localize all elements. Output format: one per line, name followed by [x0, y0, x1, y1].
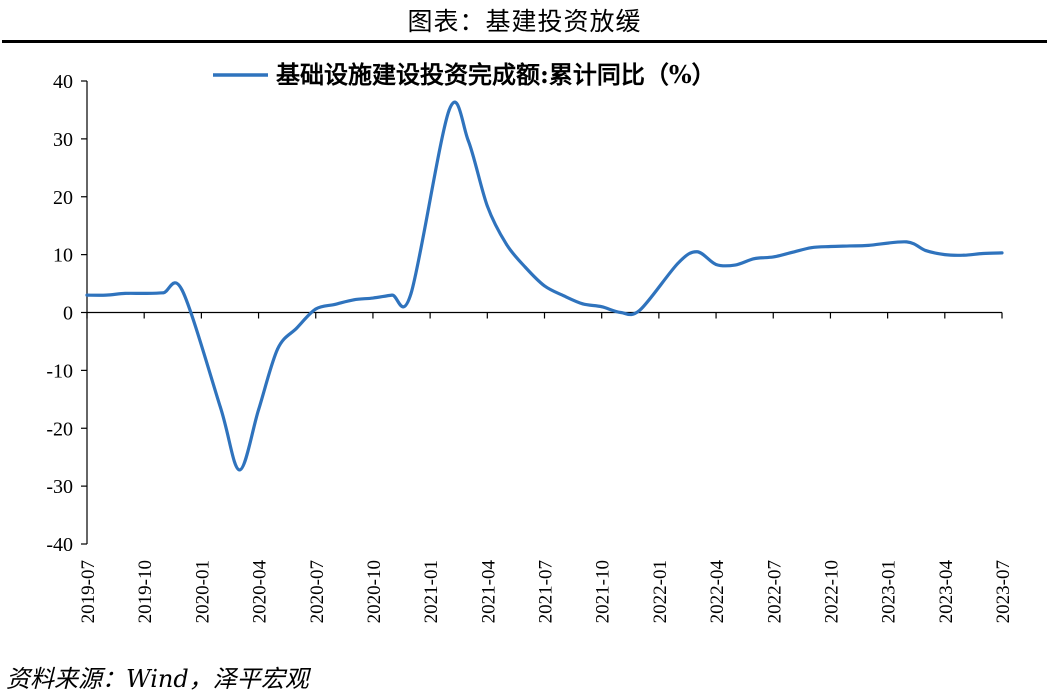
series-layer	[85, 100, 1004, 472]
data-point	[1000, 251, 1004, 255]
data-point	[943, 253, 947, 257]
data-point	[409, 292, 413, 295]
data-point	[352, 298, 356, 302]
data-point	[962, 253, 966, 257]
data-point	[390, 293, 394, 297]
data-point	[104, 293, 108, 297]
data-point	[714, 263, 718, 266]
x-tick-label: 2022-01	[650, 560, 671, 623]
x-tick-label: 2020-07	[307, 560, 328, 623]
axes: -40 -30 -20 -10 0 10 20 30 40 2019-07 2019-10 2020-…	[46, 71, 1014, 623]
data-point	[600, 305, 604, 309]
data-point	[466, 139, 470, 143]
chart-title: 图表：基建投资放缓	[407, 7, 642, 36]
x-tick-label: 2020-10	[364, 560, 385, 623]
x-tick-label: 2019-07	[78, 560, 99, 623]
y-tick-label: -30	[46, 476, 73, 498]
y-tick-label: 40	[53, 71, 73, 93]
data-point	[905, 240, 909, 244]
data-point	[676, 261, 680, 265]
y-tick-label: -40	[46, 534, 73, 556]
y-tick-label: 0	[63, 303, 73, 325]
x-tick-label: 2021-04	[478, 560, 499, 624]
data-point	[543, 284, 546, 288]
data-point	[295, 326, 299, 330]
data-point	[981, 252, 985, 255]
data-point	[180, 289, 184, 292]
y-tick-label: 30	[53, 129, 73, 151]
x-tick-label: 2022-07	[764, 560, 785, 623]
x-tick-label: 2020-04	[250, 560, 271, 624]
data-point	[829, 245, 832, 248]
y-tick-label: 10	[53, 245, 73, 267]
data-point	[219, 406, 222, 409]
data-point	[562, 294, 565, 298]
data-point	[619, 311, 623, 314]
data-point	[161, 291, 165, 295]
y-tick-label: -10	[46, 360, 73, 382]
legend-label: 基础设施建设投资完成额:累计同比（%）	[276, 60, 716, 89]
x-tick-label: 2019-10	[135, 560, 156, 623]
data-point	[867, 243, 870, 247]
legend: 基础设施建设投资完成额:累计同比（%）	[213, 60, 716, 89]
x-tick-label: 2022-04	[707, 560, 728, 624]
data-point	[790, 250, 794, 254]
x-tick-label: 2023-04	[936, 560, 957, 624]
data-point	[257, 408, 260, 412]
x-tick-label: 2023-01	[879, 560, 900, 623]
data-point	[276, 347, 280, 351]
data-point	[848, 244, 851, 248]
y-tick-label: 20	[53, 187, 73, 209]
x-tick-label: 2021-10	[593, 560, 614, 623]
data-point	[638, 308, 642, 312]
data-point	[314, 307, 318, 311]
data-point	[924, 249, 928, 252]
data-point	[85, 293, 89, 297]
data-point	[581, 302, 585, 306]
data-point	[504, 242, 508, 246]
x-tick-label: 2021-07	[536, 560, 557, 623]
data-point	[447, 108, 451, 112]
data-point	[771, 255, 775, 259]
data-point	[238, 468, 241, 472]
data-point	[371, 296, 375, 300]
data-point	[524, 265, 527, 269]
x-tick-label: 2022-10	[821, 560, 842, 623]
data-point	[752, 257, 756, 261]
data-point	[142, 292, 146, 295]
x-tick-label: 2023-07	[993, 560, 1014, 623]
data-point	[733, 263, 737, 267]
source-note: 资料来源：Wind，泽平宏观	[6, 665, 309, 693]
title-rule	[2, 40, 1047, 43]
y-tick-label: -20	[46, 418, 73, 440]
data-point	[695, 250, 699, 254]
x-tick-label: 2021-01	[421, 560, 442, 623]
data-point	[123, 292, 127, 295]
data-point	[809, 246, 813, 250]
data-point	[333, 302, 337, 306]
data-point	[485, 204, 489, 208]
x-tick-label: 2020-01	[192, 560, 213, 623]
